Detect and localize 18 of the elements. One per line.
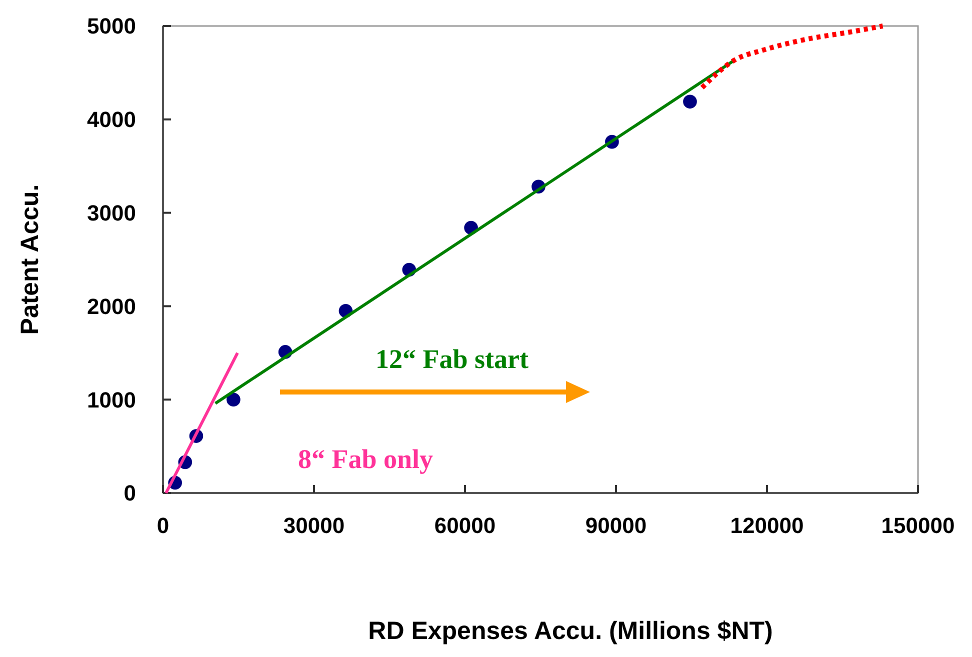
- x-axis-title: RD Expenses Accu. (Millions $NT): [368, 617, 773, 645]
- x-tick-label: 30000: [283, 513, 345, 538]
- y-axis-title: Patent Accu.: [16, 184, 44, 335]
- x-tick-label: 90000: [585, 513, 647, 538]
- x-tick-label: 60000: [434, 513, 496, 538]
- annotation: 8“ Fab only: [298, 444, 434, 474]
- x-tick-label: 120000: [730, 513, 804, 538]
- point: [683, 94, 697, 109]
- point: [226, 392, 240, 406]
- x-tick-label: 0: [156, 513, 170, 538]
- y-tick-label: 5000: [87, 14, 136, 39]
- y-tick-label: 0: [124, 480, 136, 506]
- y-tick-label: 1000: [87, 387, 136, 412]
- annotation: 12“ Fab start: [376, 344, 528, 374]
- y-tick-label: 4000: [87, 107, 136, 132]
- y-tick-label: 3000: [87, 200, 136, 226]
- x-tick-label: 150000: [881, 513, 955, 538]
- y-tick-label: 2000: [87, 294, 136, 319]
